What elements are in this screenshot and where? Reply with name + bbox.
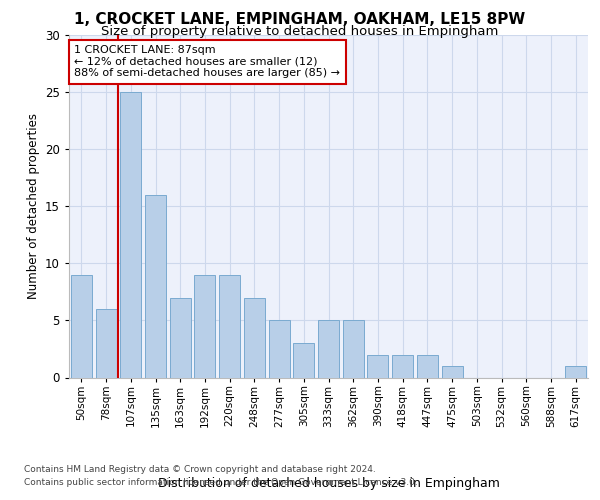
Text: Size of property relative to detached houses in Empingham: Size of property relative to detached ho… (101, 25, 499, 38)
X-axis label: Distribution of detached houses by size in Empingham: Distribution of detached houses by size … (158, 476, 499, 490)
Bar (219, 275, 240, 378)
Text: 1 CROCKET LANE: 87sqm
← 12% of detached houses are smaller (12)
88% of semi-deta: 1 CROCKET LANE: 87sqm ← 12% of detached … (74, 46, 340, 78)
Text: 1, CROCKET LANE, EMPINGHAM, OAKHAM, LE15 8PW: 1, CROCKET LANE, EMPINGHAM, OAKHAM, LE15… (74, 12, 526, 28)
Bar (367, 354, 388, 378)
Bar (442, 366, 463, 378)
Bar (71, 275, 92, 378)
Bar (120, 92, 141, 378)
Text: Contains HM Land Registry data © Crown copyright and database right 2024.: Contains HM Land Registry data © Crown c… (24, 466, 376, 474)
Bar (417, 354, 438, 378)
Bar (293, 343, 314, 378)
Bar (343, 320, 364, 378)
Bar (194, 275, 215, 378)
Bar (244, 298, 265, 378)
Bar (392, 354, 413, 378)
Bar (170, 298, 191, 378)
Bar (145, 195, 166, 378)
Bar (95, 309, 116, 378)
Bar (318, 320, 339, 378)
Text: Contains public sector information licensed under the Open Government Licence v3: Contains public sector information licen… (24, 478, 418, 487)
Y-axis label: Number of detached properties: Number of detached properties (26, 114, 40, 299)
Bar (565, 366, 586, 378)
Bar (269, 320, 290, 378)
